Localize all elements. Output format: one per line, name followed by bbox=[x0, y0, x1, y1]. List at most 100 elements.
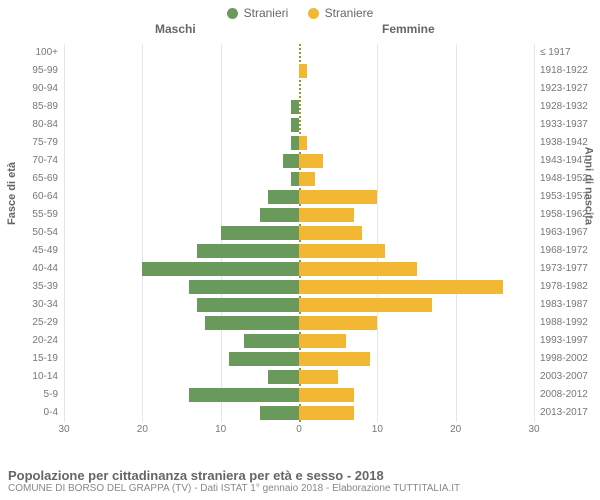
bar-male bbox=[197, 298, 299, 312]
bar-male bbox=[189, 280, 299, 294]
table-row bbox=[64, 116, 534, 134]
table-row bbox=[64, 44, 534, 62]
bar-male bbox=[260, 406, 299, 420]
table-row bbox=[64, 260, 534, 278]
bar-female bbox=[299, 136, 307, 150]
birth-year-label: 1953-1957 bbox=[540, 188, 598, 206]
x-tick: 10 bbox=[372, 424, 383, 435]
age-label: 10-14 bbox=[8, 368, 58, 386]
age-label: 85-89 bbox=[8, 98, 58, 116]
age-label: 50-54 bbox=[8, 224, 58, 242]
bar-female bbox=[299, 154, 323, 168]
bar-female bbox=[299, 316, 377, 330]
birth-year-label: 1998-2002 bbox=[540, 350, 598, 368]
birth-year-label: 1928-1932 bbox=[540, 98, 598, 116]
x-tick: 30 bbox=[528, 424, 539, 435]
table-row bbox=[64, 98, 534, 116]
birth-year-label: 1938-1942 bbox=[540, 134, 598, 152]
birth-year-label: 1933-1937 bbox=[540, 116, 598, 134]
bar-female bbox=[299, 262, 417, 276]
bar-male bbox=[283, 154, 299, 168]
bar-female bbox=[299, 370, 338, 384]
table-row bbox=[64, 386, 534, 404]
bar-male bbox=[221, 226, 299, 240]
birth-year-label: 1918-1922 bbox=[540, 62, 598, 80]
age-label: 65-69 bbox=[8, 170, 58, 188]
birth-year-label: 1948-1952 bbox=[540, 170, 598, 188]
table-row bbox=[64, 224, 534, 242]
legend: Stranieri Straniere bbox=[0, 0, 600, 22]
birth-year-label: 1963-1967 bbox=[540, 224, 598, 242]
bar-female bbox=[299, 280, 503, 294]
age-label: 0-4 bbox=[8, 404, 58, 422]
age-label: 15-19 bbox=[8, 350, 58, 368]
bar-female bbox=[299, 208, 354, 222]
bar-female bbox=[299, 190, 377, 204]
chart-title: Popolazione per cittadinanza straniera p… bbox=[8, 468, 592, 483]
age-label: 100+ bbox=[8, 44, 58, 62]
table-row bbox=[64, 152, 534, 170]
female-side-title: Femmine bbox=[382, 22, 435, 36]
table-row bbox=[64, 170, 534, 188]
footer: Popolazione per cittadinanza straniera p… bbox=[8, 468, 592, 494]
birth-year-label: 1983-1987 bbox=[540, 296, 598, 314]
bar-male bbox=[197, 244, 299, 258]
side-titles: Maschi Femmine bbox=[0, 22, 600, 40]
legend-female: Straniere bbox=[308, 6, 374, 20]
table-row bbox=[64, 62, 534, 80]
age-label: 60-64 bbox=[8, 188, 58, 206]
age-label: 35-39 bbox=[8, 278, 58, 296]
x-tick: 20 bbox=[450, 424, 461, 435]
bar-female bbox=[299, 226, 362, 240]
birth-year-label: 2013-2017 bbox=[540, 404, 598, 422]
table-row bbox=[64, 404, 534, 422]
population-pyramid-chart: Stranieri Straniere Maschi Femmine Fasce… bbox=[0, 0, 600, 500]
x-tick: 20 bbox=[137, 424, 148, 435]
table-row bbox=[64, 368, 534, 386]
age-label: 90-94 bbox=[8, 80, 58, 98]
bar-male bbox=[291, 100, 299, 114]
chart-subtitle: COMUNE DI BORSO DEL GRAPPA (TV) - Dati I… bbox=[8, 483, 592, 494]
birth-year-label: 1993-1997 bbox=[540, 332, 598, 350]
table-row bbox=[64, 80, 534, 98]
birth-year-label: 1958-1962 bbox=[540, 206, 598, 224]
plot-area bbox=[64, 44, 534, 444]
bar-female bbox=[299, 388, 354, 402]
birth-year-label: ≤ 1917 bbox=[540, 44, 598, 62]
table-row bbox=[64, 332, 534, 350]
table-row bbox=[64, 242, 534, 260]
gridline bbox=[534, 44, 535, 422]
birth-year-label: 1923-1927 bbox=[540, 80, 598, 98]
table-row bbox=[64, 206, 534, 224]
x-tick: 30 bbox=[58, 424, 69, 435]
x-axis: 3020100102030 bbox=[64, 424, 534, 440]
bar-male bbox=[244, 334, 299, 348]
age-label: 75-79 bbox=[8, 134, 58, 152]
birth-year-label: 1988-1992 bbox=[540, 314, 598, 332]
birth-year-label: 1943-1947 bbox=[540, 152, 598, 170]
bar-female bbox=[299, 406, 354, 420]
birth-year-label: 1973-1977 bbox=[540, 260, 598, 278]
age-label: 95-99 bbox=[8, 62, 58, 80]
table-row bbox=[64, 350, 534, 368]
bar-female bbox=[299, 244, 385, 258]
legend-male-swatch bbox=[227, 8, 238, 19]
legend-female-label: Straniere bbox=[325, 6, 374, 20]
table-row bbox=[64, 134, 534, 152]
age-label: 55-59 bbox=[8, 206, 58, 224]
age-label: 40-44 bbox=[8, 260, 58, 278]
bar-female bbox=[299, 352, 370, 366]
bar-male bbox=[291, 136, 299, 150]
birth-year-label: 1968-1972 bbox=[540, 242, 598, 260]
legend-male-label: Stranieri bbox=[244, 6, 289, 20]
age-label: 80-84 bbox=[8, 116, 58, 134]
x-tick: 10 bbox=[215, 424, 226, 435]
legend-female-swatch bbox=[308, 8, 319, 19]
bar-male bbox=[229, 352, 300, 366]
bar-male bbox=[189, 388, 299, 402]
table-row bbox=[64, 188, 534, 206]
bar-female bbox=[299, 298, 432, 312]
bar-female bbox=[299, 334, 346, 348]
table-row bbox=[64, 278, 534, 296]
birth-year-label: 2003-2007 bbox=[540, 368, 598, 386]
